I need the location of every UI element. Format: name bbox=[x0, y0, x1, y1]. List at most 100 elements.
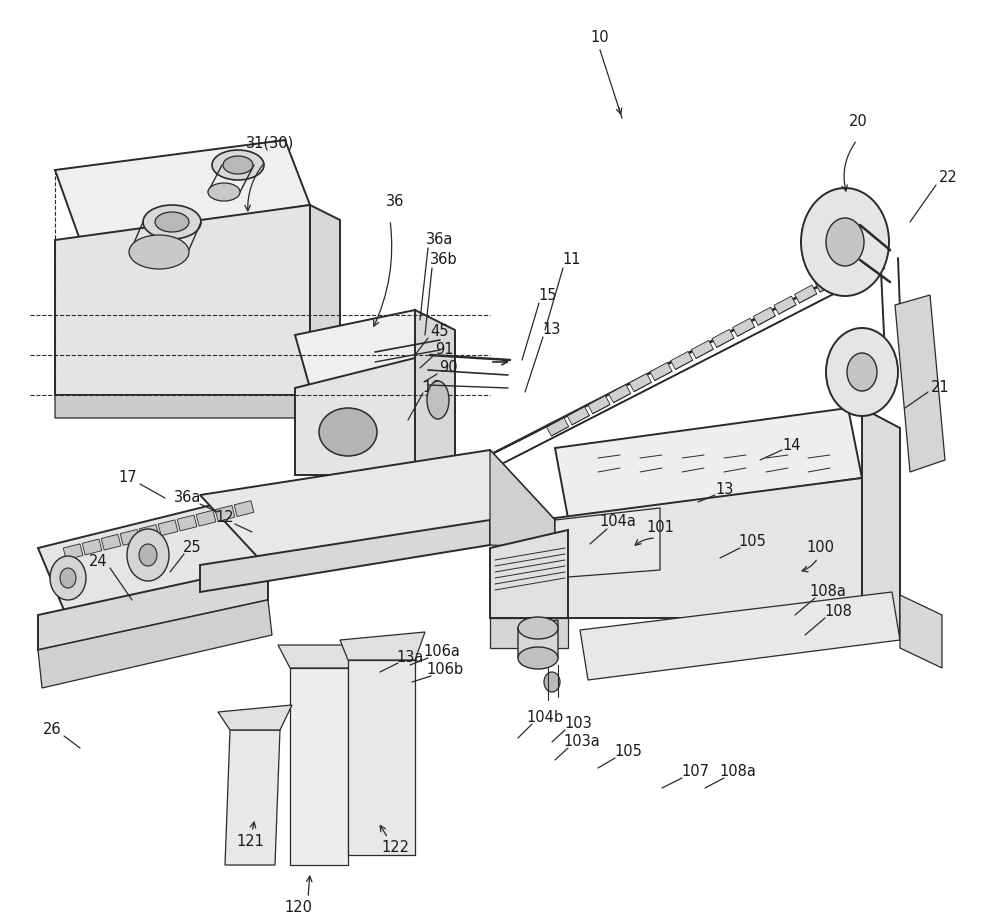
Text: 103a: 103a bbox=[564, 735, 600, 749]
Polygon shape bbox=[490, 450, 555, 548]
Text: 103: 103 bbox=[564, 716, 592, 732]
Ellipse shape bbox=[139, 544, 157, 566]
Ellipse shape bbox=[155, 212, 189, 232]
Text: 108a: 108a bbox=[720, 764, 756, 780]
Text: 31(30): 31(30) bbox=[246, 136, 294, 150]
Polygon shape bbox=[55, 205, 310, 395]
Text: 22: 22 bbox=[939, 171, 957, 186]
Text: 106a: 106a bbox=[424, 644, 460, 660]
Polygon shape bbox=[340, 632, 425, 660]
Polygon shape bbox=[55, 395, 340, 435]
Polygon shape bbox=[55, 140, 310, 240]
Text: 107: 107 bbox=[681, 764, 709, 780]
Polygon shape bbox=[38, 600, 272, 688]
Ellipse shape bbox=[212, 150, 264, 180]
Polygon shape bbox=[120, 530, 140, 545]
Text: 36b: 36b bbox=[430, 253, 458, 268]
Text: 15: 15 bbox=[539, 289, 557, 304]
Polygon shape bbox=[609, 385, 631, 402]
Polygon shape bbox=[310, 205, 340, 415]
Ellipse shape bbox=[50, 556, 86, 600]
Ellipse shape bbox=[427, 381, 449, 419]
Polygon shape bbox=[555, 408, 862, 518]
Text: 100: 100 bbox=[806, 541, 834, 556]
Ellipse shape bbox=[518, 647, 558, 669]
Polygon shape bbox=[895, 295, 945, 472]
Text: 13: 13 bbox=[716, 483, 734, 497]
Polygon shape bbox=[38, 498, 268, 615]
Ellipse shape bbox=[60, 568, 76, 588]
Polygon shape bbox=[234, 500, 254, 517]
Text: 17: 17 bbox=[119, 471, 137, 485]
Text: 21: 21 bbox=[931, 380, 949, 395]
Polygon shape bbox=[580, 592, 900, 680]
Polygon shape bbox=[795, 285, 817, 303]
Polygon shape bbox=[836, 263, 858, 281]
Text: 36a: 36a bbox=[426, 233, 454, 247]
Text: 16: 16 bbox=[423, 380, 441, 395]
Text: 120: 120 bbox=[284, 901, 312, 916]
Text: 45: 45 bbox=[431, 325, 449, 340]
Polygon shape bbox=[290, 668, 348, 865]
Ellipse shape bbox=[544, 672, 560, 692]
Polygon shape bbox=[200, 450, 555, 565]
Ellipse shape bbox=[518, 617, 558, 639]
Text: 90: 90 bbox=[439, 361, 457, 376]
Polygon shape bbox=[38, 565, 268, 650]
Polygon shape bbox=[490, 618, 568, 648]
Polygon shape bbox=[547, 418, 569, 436]
Text: 108: 108 bbox=[824, 605, 852, 619]
Ellipse shape bbox=[223, 156, 253, 174]
Text: 108a: 108a bbox=[810, 584, 846, 600]
Polygon shape bbox=[691, 341, 713, 358]
Text: 121: 121 bbox=[236, 834, 264, 849]
Polygon shape bbox=[415, 310, 455, 500]
Polygon shape bbox=[567, 407, 589, 425]
Polygon shape bbox=[815, 274, 837, 292]
Polygon shape bbox=[862, 408, 900, 640]
Text: 11: 11 bbox=[563, 253, 581, 268]
Polygon shape bbox=[460, 268, 885, 485]
Polygon shape bbox=[218, 705, 292, 730]
Text: 24: 24 bbox=[89, 555, 107, 569]
Text: 36: 36 bbox=[386, 195, 404, 210]
Ellipse shape bbox=[319, 408, 377, 456]
Ellipse shape bbox=[127, 529, 169, 581]
Polygon shape bbox=[215, 506, 235, 521]
Text: 12: 12 bbox=[216, 510, 234, 525]
Ellipse shape bbox=[826, 218, 864, 266]
Polygon shape bbox=[278, 645, 360, 668]
Polygon shape bbox=[295, 358, 415, 475]
Polygon shape bbox=[753, 307, 775, 325]
Polygon shape bbox=[490, 530, 568, 618]
Polygon shape bbox=[158, 520, 178, 535]
Ellipse shape bbox=[129, 235, 189, 269]
Text: 13a: 13a bbox=[396, 650, 424, 665]
Text: 105: 105 bbox=[614, 745, 642, 760]
Text: 106b: 106b bbox=[426, 663, 464, 677]
Polygon shape bbox=[470, 250, 890, 465]
Polygon shape bbox=[225, 730, 280, 865]
Polygon shape bbox=[177, 515, 197, 531]
Text: 20: 20 bbox=[849, 114, 867, 129]
Text: 91: 91 bbox=[435, 342, 453, 357]
Text: 105: 105 bbox=[738, 534, 766, 549]
Polygon shape bbox=[629, 374, 651, 391]
Polygon shape bbox=[63, 544, 83, 559]
Ellipse shape bbox=[143, 205, 201, 239]
Text: 13: 13 bbox=[543, 322, 561, 338]
Text: 25: 25 bbox=[183, 541, 201, 556]
Polygon shape bbox=[588, 396, 610, 414]
Polygon shape bbox=[348, 660, 415, 855]
Ellipse shape bbox=[801, 188, 889, 296]
Polygon shape bbox=[774, 296, 796, 314]
Text: 104b: 104b bbox=[526, 711, 564, 725]
Ellipse shape bbox=[826, 328, 898, 416]
Polygon shape bbox=[555, 508, 660, 578]
Polygon shape bbox=[712, 330, 734, 347]
Polygon shape bbox=[196, 510, 216, 526]
Polygon shape bbox=[139, 524, 159, 541]
Polygon shape bbox=[82, 539, 102, 555]
Text: 101: 101 bbox=[646, 521, 674, 535]
Ellipse shape bbox=[847, 353, 877, 391]
